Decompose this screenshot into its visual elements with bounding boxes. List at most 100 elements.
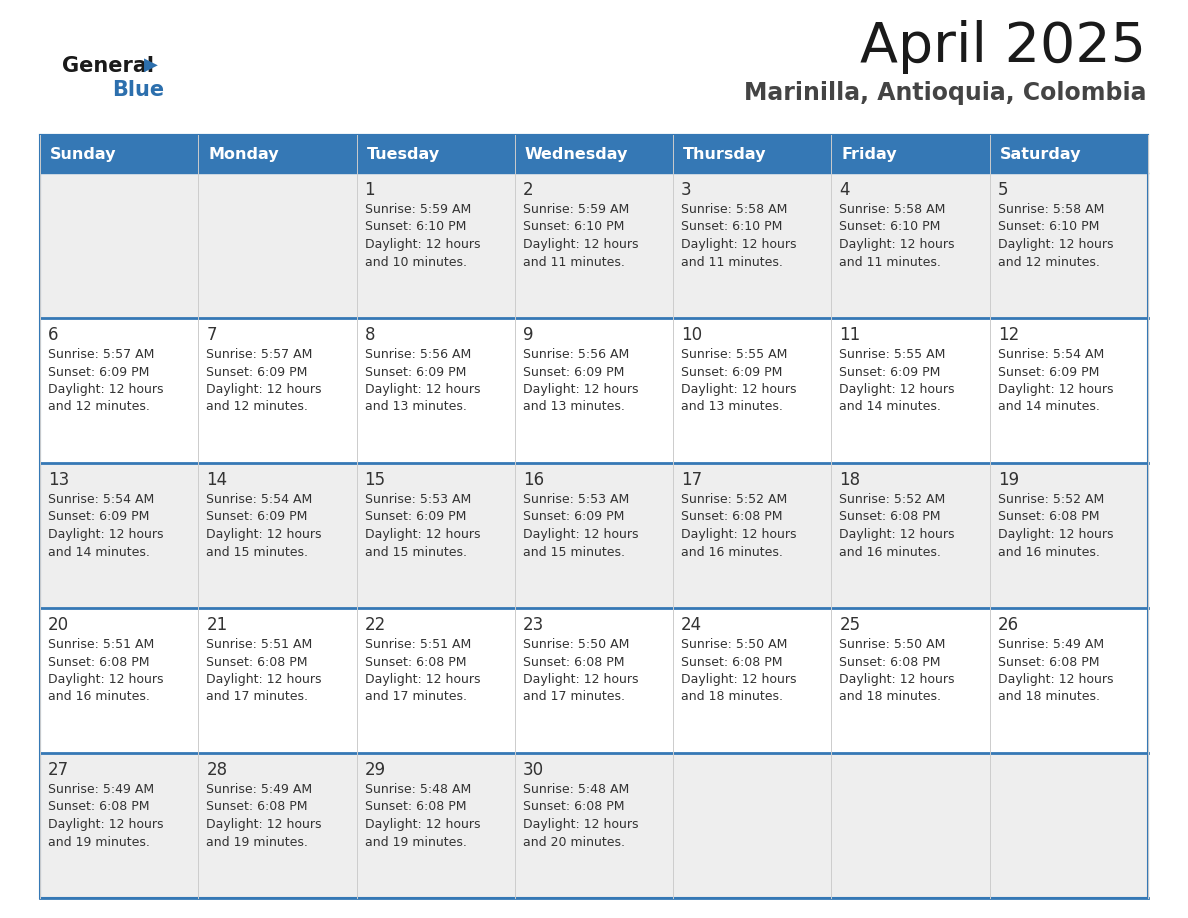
Bar bbox=[514, 608, 674, 753]
Bar bbox=[514, 135, 674, 173]
Text: 28: 28 bbox=[207, 761, 227, 779]
Text: and 15 minutes.: and 15 minutes. bbox=[365, 545, 467, 558]
Text: and 16 minutes.: and 16 minutes. bbox=[840, 545, 941, 558]
Bar bbox=[356, 753, 514, 898]
Text: 16: 16 bbox=[523, 471, 544, 489]
Text: Sunset: 6:08 PM: Sunset: 6:08 PM bbox=[365, 800, 466, 813]
Text: Sunrise: 5:59 AM: Sunrise: 5:59 AM bbox=[523, 203, 630, 216]
Text: 14: 14 bbox=[207, 471, 227, 489]
Text: and 16 minutes.: and 16 minutes. bbox=[998, 545, 1100, 558]
Text: Sunrise: 5:50 AM: Sunrise: 5:50 AM bbox=[523, 638, 630, 651]
Text: 2: 2 bbox=[523, 181, 533, 199]
Text: Sunrise: 5:48 AM: Sunrise: 5:48 AM bbox=[523, 783, 630, 796]
Text: Daylight: 12 hours: Daylight: 12 hours bbox=[365, 673, 480, 686]
Bar bbox=[990, 318, 1148, 463]
Text: Sunrise: 5:55 AM: Sunrise: 5:55 AM bbox=[840, 348, 946, 361]
Text: Sunset: 6:08 PM: Sunset: 6:08 PM bbox=[207, 655, 308, 668]
Text: and 19 minutes.: and 19 minutes. bbox=[207, 835, 308, 848]
Bar bbox=[674, 463, 832, 608]
Text: Sunrise: 5:58 AM: Sunrise: 5:58 AM bbox=[998, 203, 1104, 216]
Text: Daylight: 12 hours: Daylight: 12 hours bbox=[681, 383, 797, 396]
Text: and 20 minutes.: and 20 minutes. bbox=[523, 835, 625, 848]
Text: Daylight: 12 hours: Daylight: 12 hours bbox=[207, 383, 322, 396]
Text: and 19 minutes.: and 19 minutes. bbox=[365, 835, 467, 848]
Text: Sunrise: 5:50 AM: Sunrise: 5:50 AM bbox=[681, 638, 788, 651]
Text: Sunset: 6:08 PM: Sunset: 6:08 PM bbox=[523, 800, 625, 813]
Text: Friday: Friday bbox=[841, 147, 897, 162]
Text: Daylight: 12 hours: Daylight: 12 hours bbox=[523, 238, 638, 251]
Text: 5: 5 bbox=[998, 181, 1009, 199]
Text: Sunset: 6:10 PM: Sunset: 6:10 PM bbox=[998, 220, 1099, 233]
Text: Sunset: 6:09 PM: Sunset: 6:09 PM bbox=[365, 365, 466, 378]
Text: and 12 minutes.: and 12 minutes. bbox=[207, 400, 308, 413]
Bar bbox=[832, 318, 990, 463]
Text: and 16 minutes.: and 16 minutes. bbox=[48, 690, 150, 703]
Text: Sunrise: 5:51 AM: Sunrise: 5:51 AM bbox=[207, 638, 312, 651]
Text: and 10 minutes.: and 10 minutes. bbox=[365, 255, 467, 268]
Text: Sunset: 6:08 PM: Sunset: 6:08 PM bbox=[840, 655, 941, 668]
Text: and 13 minutes.: and 13 minutes. bbox=[523, 400, 625, 413]
Text: Sunset: 6:09 PM: Sunset: 6:09 PM bbox=[48, 365, 150, 378]
Text: 10: 10 bbox=[681, 326, 702, 344]
Text: Sunset: 6:09 PM: Sunset: 6:09 PM bbox=[681, 365, 783, 378]
Text: 27: 27 bbox=[48, 761, 69, 779]
Text: Daylight: 12 hours: Daylight: 12 hours bbox=[207, 673, 322, 686]
Text: 24: 24 bbox=[681, 616, 702, 634]
Text: 17: 17 bbox=[681, 471, 702, 489]
Text: Sunrise: 5:59 AM: Sunrise: 5:59 AM bbox=[365, 203, 470, 216]
Text: Sunset: 6:08 PM: Sunset: 6:08 PM bbox=[840, 510, 941, 523]
Text: Sunrise: 5:52 AM: Sunrise: 5:52 AM bbox=[998, 493, 1104, 506]
Text: Sunrise: 5:49 AM: Sunrise: 5:49 AM bbox=[998, 638, 1104, 651]
Text: Sunday: Sunday bbox=[50, 147, 116, 162]
Bar bbox=[674, 135, 832, 173]
Text: 21: 21 bbox=[207, 616, 228, 634]
Text: Sunrise: 5:51 AM: Sunrise: 5:51 AM bbox=[48, 638, 154, 651]
Text: and 17 minutes.: and 17 minutes. bbox=[207, 690, 308, 703]
Text: Sunset: 6:10 PM: Sunset: 6:10 PM bbox=[681, 220, 783, 233]
Text: Daylight: 12 hours: Daylight: 12 hours bbox=[365, 528, 480, 541]
Bar bbox=[990, 753, 1148, 898]
Text: Monday: Monday bbox=[208, 147, 279, 162]
Bar bbox=[198, 173, 356, 318]
Text: 8: 8 bbox=[365, 326, 375, 344]
Text: Sunrise: 5:52 AM: Sunrise: 5:52 AM bbox=[681, 493, 788, 506]
Text: 25: 25 bbox=[840, 616, 860, 634]
Text: and 18 minutes.: and 18 minutes. bbox=[840, 690, 941, 703]
Text: Sunset: 6:08 PM: Sunset: 6:08 PM bbox=[48, 655, 150, 668]
Text: Sunset: 6:10 PM: Sunset: 6:10 PM bbox=[365, 220, 466, 233]
Text: 9: 9 bbox=[523, 326, 533, 344]
Text: Daylight: 12 hours: Daylight: 12 hours bbox=[840, 238, 955, 251]
Text: Sunset: 6:09 PM: Sunset: 6:09 PM bbox=[523, 510, 624, 523]
Bar bbox=[40, 135, 1148, 898]
Text: 1: 1 bbox=[365, 181, 375, 199]
Text: Daylight: 12 hours: Daylight: 12 hours bbox=[998, 673, 1113, 686]
Text: and 12 minutes.: and 12 minutes. bbox=[998, 255, 1100, 268]
Text: 15: 15 bbox=[365, 471, 386, 489]
Text: Sunrise: 5:49 AM: Sunrise: 5:49 AM bbox=[207, 783, 312, 796]
Text: Sunset: 6:08 PM: Sunset: 6:08 PM bbox=[207, 800, 308, 813]
Text: 18: 18 bbox=[840, 471, 860, 489]
Bar bbox=[674, 318, 832, 463]
Text: Sunrise: 5:53 AM: Sunrise: 5:53 AM bbox=[523, 493, 630, 506]
Text: and 18 minutes.: and 18 minutes. bbox=[681, 690, 783, 703]
Text: Sunrise: 5:54 AM: Sunrise: 5:54 AM bbox=[998, 348, 1104, 361]
Text: Daylight: 12 hours: Daylight: 12 hours bbox=[681, 528, 797, 541]
Bar bbox=[40, 318, 198, 463]
Text: Daylight: 12 hours: Daylight: 12 hours bbox=[681, 673, 797, 686]
Bar bbox=[514, 753, 674, 898]
Text: Sunrise: 5:49 AM: Sunrise: 5:49 AM bbox=[48, 783, 154, 796]
Text: Sunrise: 5:57 AM: Sunrise: 5:57 AM bbox=[207, 348, 312, 361]
Text: 13: 13 bbox=[48, 471, 69, 489]
Text: Sunrise: 5:57 AM: Sunrise: 5:57 AM bbox=[48, 348, 154, 361]
Text: Sunrise: 5:50 AM: Sunrise: 5:50 AM bbox=[840, 638, 946, 651]
Text: Daylight: 12 hours: Daylight: 12 hours bbox=[523, 673, 638, 686]
Text: Saturday: Saturday bbox=[1000, 147, 1081, 162]
Text: Sunset: 6:08 PM: Sunset: 6:08 PM bbox=[998, 655, 1099, 668]
Text: and 11 minutes.: and 11 minutes. bbox=[681, 255, 783, 268]
Text: and 14 minutes.: and 14 minutes. bbox=[48, 545, 150, 558]
Text: Daylight: 12 hours: Daylight: 12 hours bbox=[840, 383, 955, 396]
Text: Sunrise: 5:58 AM: Sunrise: 5:58 AM bbox=[681, 203, 788, 216]
Text: Daylight: 12 hours: Daylight: 12 hours bbox=[998, 528, 1113, 541]
Text: Sunrise: 5:58 AM: Sunrise: 5:58 AM bbox=[840, 203, 946, 216]
Text: Sunrise: 5:53 AM: Sunrise: 5:53 AM bbox=[365, 493, 470, 506]
